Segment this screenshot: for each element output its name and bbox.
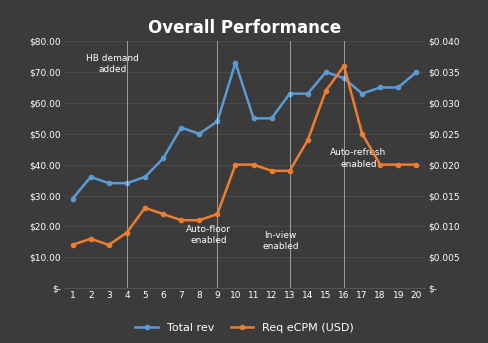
Req eCPM (USD) bbox=[286, 169, 292, 173]
Total rev bbox=[142, 175, 147, 179]
Total rev bbox=[377, 85, 383, 90]
Total rev bbox=[413, 70, 419, 74]
Req eCPM (USD) bbox=[268, 169, 274, 173]
Total rev bbox=[286, 92, 292, 96]
Req eCPM (USD) bbox=[323, 88, 328, 93]
Text: HB demand
added: HB demand added bbox=[86, 54, 139, 74]
Req eCPM (USD) bbox=[250, 163, 256, 167]
Total rev bbox=[88, 175, 94, 179]
Req eCPM (USD) bbox=[305, 138, 310, 142]
Total rev bbox=[124, 181, 130, 185]
Total rev bbox=[105, 181, 111, 185]
Title: Overall Performance: Overall Performance bbox=[148, 19, 340, 37]
Total rev bbox=[196, 132, 202, 136]
Total rev bbox=[250, 116, 256, 120]
Total rev bbox=[160, 156, 165, 161]
Req eCPM (USD) bbox=[377, 163, 383, 167]
Total rev bbox=[395, 85, 401, 90]
Total rev bbox=[214, 119, 220, 123]
Req eCPM (USD) bbox=[178, 218, 184, 222]
Total rev bbox=[323, 70, 328, 74]
Req eCPM (USD) bbox=[196, 218, 202, 222]
Line: Req eCPM (USD): Req eCPM (USD) bbox=[70, 64, 418, 247]
Req eCPM (USD) bbox=[214, 212, 220, 216]
Req eCPM (USD) bbox=[142, 206, 147, 210]
Total rev bbox=[359, 92, 365, 96]
Total rev bbox=[69, 197, 75, 201]
Total rev bbox=[232, 61, 238, 65]
Req eCPM (USD) bbox=[232, 163, 238, 167]
Req eCPM (USD) bbox=[124, 230, 130, 235]
Legend: Total rev, Req eCPM (USD): Total rev, Req eCPM (USD) bbox=[131, 319, 357, 338]
Req eCPM (USD) bbox=[341, 64, 346, 68]
Req eCPM (USD) bbox=[413, 163, 419, 167]
Req eCPM (USD) bbox=[105, 243, 111, 247]
Total rev bbox=[268, 116, 274, 120]
Req eCPM (USD) bbox=[359, 132, 365, 136]
Req eCPM (USD) bbox=[88, 237, 94, 241]
Line: Total rev: Total rev bbox=[70, 61, 418, 201]
Text: Auto-floor
enabled: Auto-floor enabled bbox=[185, 225, 230, 245]
Req eCPM (USD) bbox=[395, 163, 401, 167]
Req eCPM (USD) bbox=[160, 212, 165, 216]
Total rev bbox=[178, 126, 184, 130]
Text: In-view
enabled: In-view enabled bbox=[262, 231, 298, 251]
Text: Auto-refresh
enabled: Auto-refresh enabled bbox=[330, 149, 386, 168]
Req eCPM (USD) bbox=[69, 243, 75, 247]
Total rev bbox=[341, 76, 346, 80]
Total rev bbox=[305, 92, 310, 96]
